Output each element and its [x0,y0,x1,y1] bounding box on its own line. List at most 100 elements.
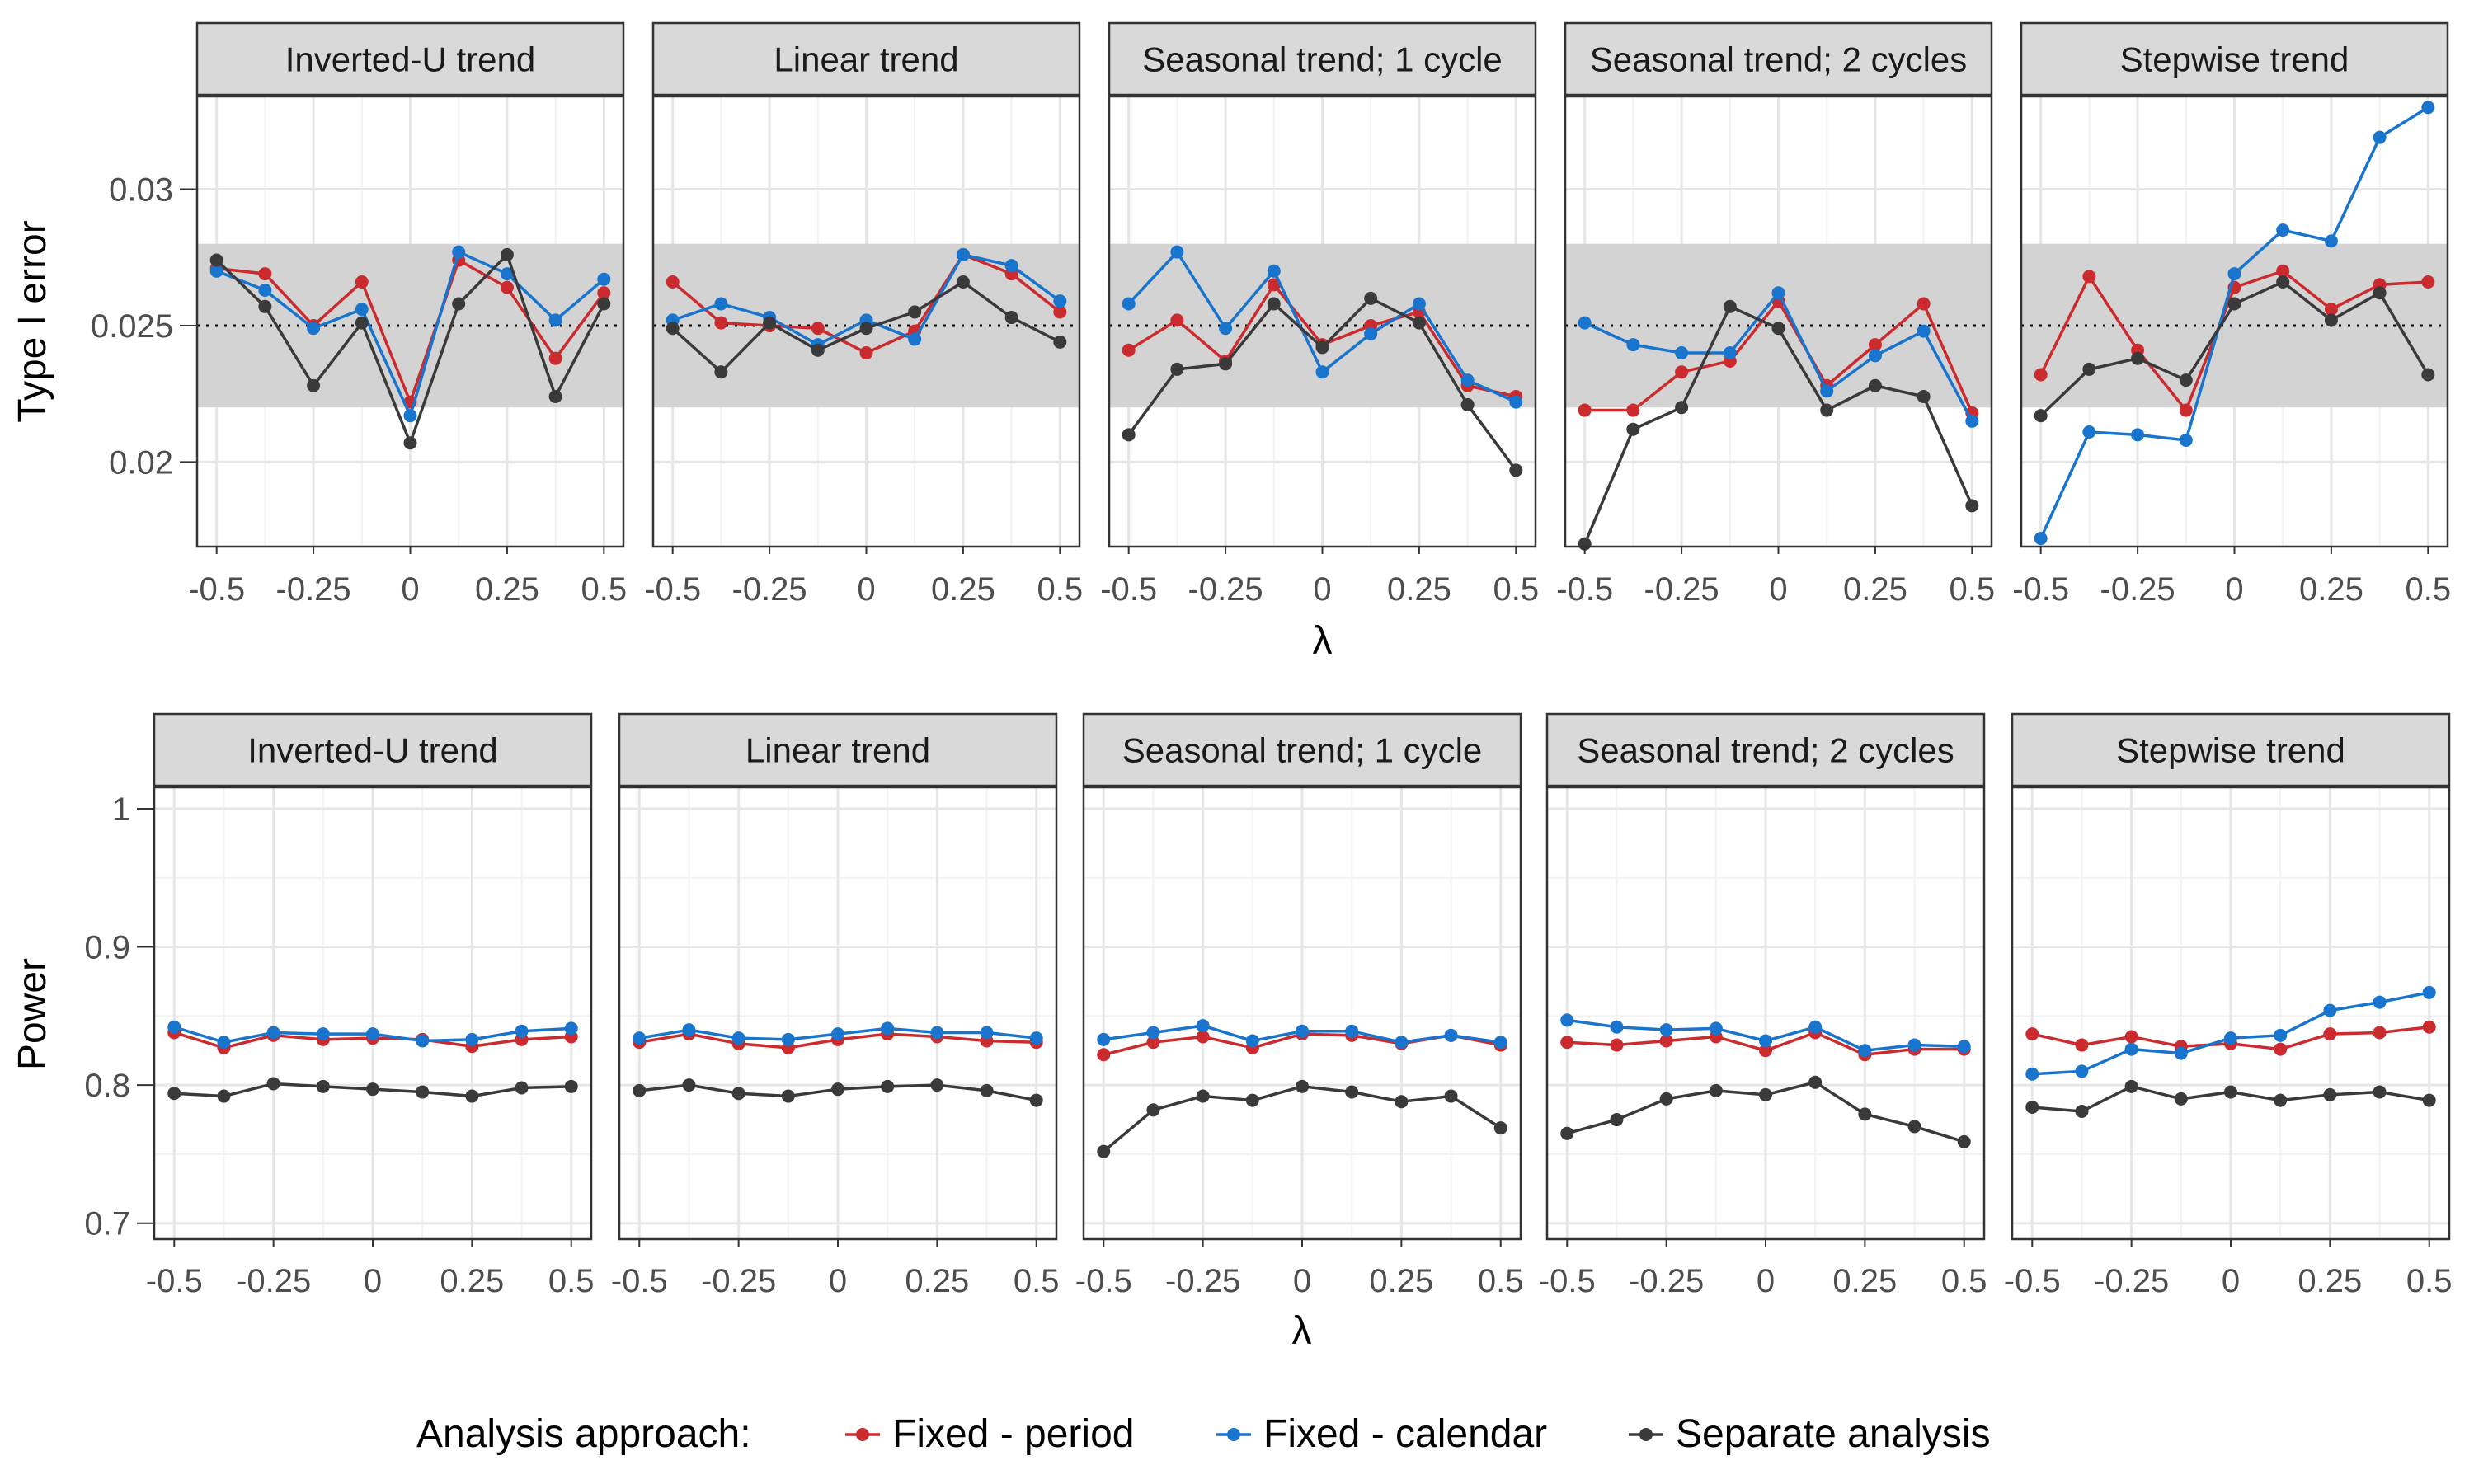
data-point [2274,1042,2288,1056]
data-point [1965,499,1979,513]
data-point [1170,313,1184,327]
data-point [1267,297,1281,311]
y-tick-label: 0.02 [109,444,173,481]
data-point [2323,1003,2337,1017]
data-point [666,322,680,336]
x-tick-label: 0.25 [1843,571,1907,608]
data-point [2131,428,2145,442]
x-tick-label: 0 [1769,571,1787,608]
data-point [2124,1030,2138,1044]
x-tick-label: 0 [1757,1263,1775,1299]
x-tick-label: 0.25 [1387,571,1451,608]
data-point [1858,1044,1872,1058]
data-point [2373,1085,2387,1099]
data-point [1364,291,1378,305]
data-point [682,1078,696,1092]
data-point [597,286,611,300]
data-point [2179,433,2193,447]
y-tick-label: 0.9 [84,930,130,966]
x-tick-labels: -0.5 -0.25 0 0.25 0.5 [611,1239,1060,1299]
x-tick-label: 0.25 [1832,1263,1897,1299]
y-tick-label: 1 [112,791,130,828]
data-point [2034,532,2048,546]
data-point [781,1089,795,1103]
data-point [1675,365,1689,379]
facet-strip-label: Seasonal trend; 2 cycles [1590,40,1968,79]
data-point [515,1081,529,1095]
data-point [500,247,514,261]
facet-strip-label: Stepwise trend [2120,40,2349,79]
data-point [2075,1064,2089,1078]
data-point [2025,1027,2039,1041]
data-point [1345,1085,1359,1099]
data-point [2179,373,2193,387]
data-point [1965,414,1979,428]
data-point [1267,264,1281,278]
data-point [1146,1036,1160,1050]
data-point [2324,303,2338,317]
data-point [1196,1030,1210,1044]
data-point [1053,294,1067,308]
data-point [209,253,223,267]
x-tick-label: -0.5 [2004,1263,2061,1299]
y-axis-title: Power [11,958,54,1070]
data-point [403,436,417,450]
facet-strip [618,712,1058,787]
data-point [714,365,728,379]
x-tick-label: 0.5 [581,571,628,608]
x-tick-label: 0.5 [1493,571,1540,608]
data-point [1170,245,1184,259]
data-point [2373,995,2387,1009]
data-point [2373,130,2387,144]
data-point [1907,1120,1921,1134]
x-tick-labels: -0.5 -0.25 0 0.25 0.5 [644,547,1083,608]
x-tick-labels: -0.5 -0.25 0 0.25 0.5 [2012,547,2451,608]
data-point [633,1083,647,1097]
data-point [1509,395,1523,409]
data-point [1626,403,1640,417]
x-tick-label: -0.25 [236,1263,311,1299]
x-tick-label: -0.25 [701,1263,776,1299]
panel-inverted-u-trend: Inverted-U trend -0.5 -0.25 0 0.25 0.5 [146,712,595,1299]
x-tick-labels: -0.5 -0.25 0 0.25 0.5 [188,547,627,608]
facet-strip [153,712,593,787]
x-tick-label: -0.25 [732,571,807,608]
data-point [1659,1023,1673,1037]
data-point [1004,311,1018,325]
x-tick-label: 0 [829,1263,847,1299]
data-point [2174,1046,2188,1060]
data-point [1053,305,1067,319]
data-point [1315,340,1329,355]
data-point [1146,1026,1160,1040]
panel-inverted-u-trend: Inverted-U trend -0.5 -0.25 0 0.25 0.5 [188,21,627,608]
data-point [266,1077,280,1091]
chart-row-type-i-error: Type I error 0.02 0.025 0.03 λ Inverted-U tre… [11,21,2451,663]
panel-stepwise-trend: Stepwise trend -0.5 -0.25 0 0.25 0.5 [2012,21,2451,608]
x-tick-label: 0 [2225,571,2243,608]
data-point [1723,299,1737,313]
x-tick-label: 0.25 [440,1263,504,1299]
data-point [2124,1079,2138,1093]
data-point [1759,1034,1772,1048]
facet-strip-label: Inverted-U trend [285,40,535,79]
data-point [1759,1087,1772,1101]
data-point [1917,324,1931,338]
x-tick-label: -0.25 [1629,1263,1704,1299]
data-point [2276,264,2290,278]
data-point [2421,368,2435,382]
gridlines [1547,787,1984,1239]
data-point [1444,1089,1458,1103]
data-point [731,1031,745,1045]
x-tick-labels: -0.5 -0.25 0 0.25 0.5 [1539,1239,1987,1299]
data-point [1412,316,1426,330]
data-point [1858,1107,1872,1121]
x-axis-title: λ [1313,619,1333,663]
series-fixed-calendar [167,1020,578,1050]
x-tick-label: -0.5 [146,1263,203,1299]
data-point [2373,1026,2387,1040]
data-point [1315,365,1329,379]
data-point [2422,1020,2436,1034]
data-point [731,1087,745,1101]
data-point [1196,1089,1210,1103]
x-tick-label: 0.25 [2299,571,2363,608]
